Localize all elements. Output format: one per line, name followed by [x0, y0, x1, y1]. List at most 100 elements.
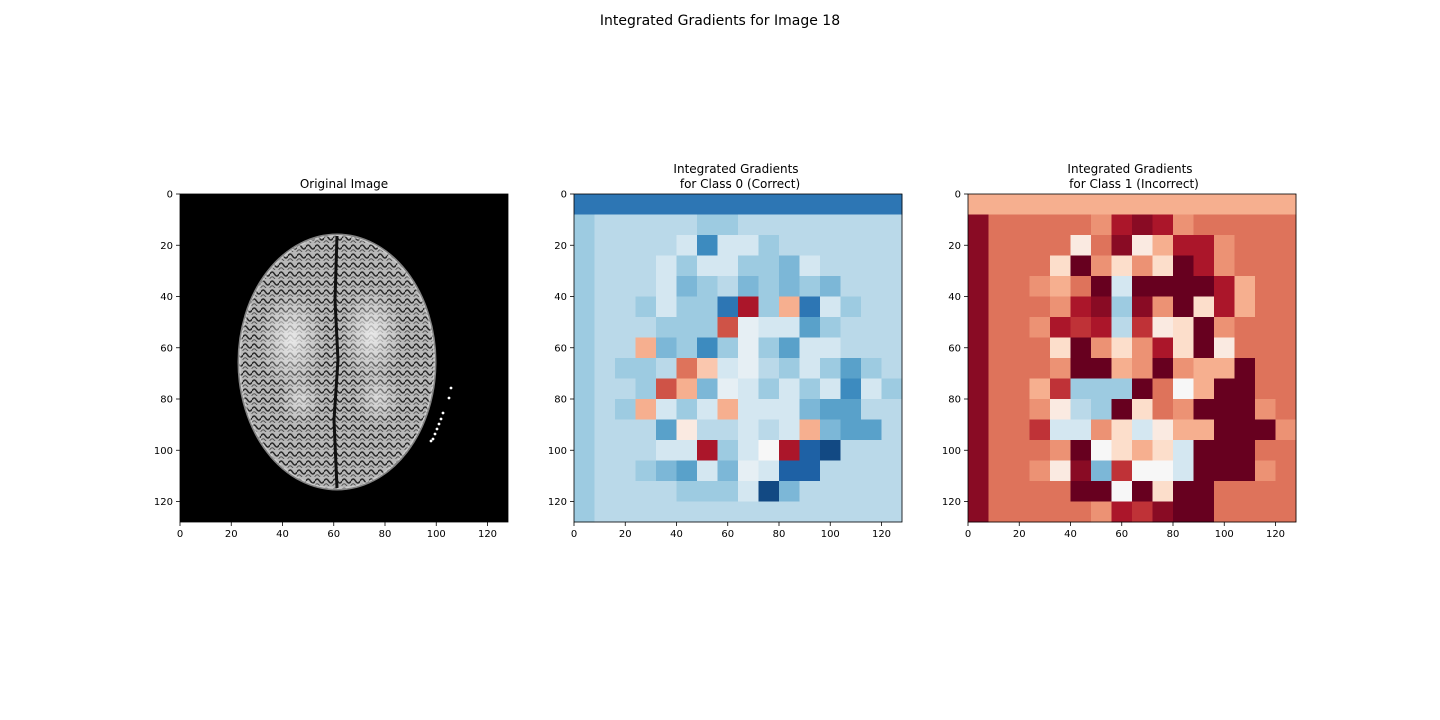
heatmap-cell: [1214, 419, 1235, 441]
heatmap-cell: [1132, 399, 1153, 420]
x-tick-label: 60: [721, 529, 734, 540]
heatmap-cell: [1009, 337, 1030, 359]
heatmap-cell: [635, 317, 657, 338]
heatmap-cell: [717, 276, 739, 297]
heatmap-cell: [656, 296, 677, 318]
heatmap-cell: [615, 235, 636, 256]
heatmap-cell: [717, 440, 739, 461]
heatmap-cell: [799, 296, 821, 318]
x-tick-label: 20: [619, 529, 632, 540]
heatmap-cell: [615, 255, 636, 277]
heatmap-cell: [717, 378, 739, 400]
heatmap-cell: [1132, 419, 1153, 441]
heatmap-cell: [574, 235, 595, 256]
heatmap-cell: [1234, 378, 1256, 400]
heatmap-cell: [697, 419, 718, 441]
panel-class-0: Integrated Gradients for Class 0 (Correc…: [548, 162, 903, 540]
heatmap-cell: [697, 358, 718, 379]
heatmap-cell: [1009, 460, 1030, 482]
heatmap-cell: [615, 481, 636, 502]
heatmap-cell: [820, 214, 841, 236]
heatmap-cell: [635, 276, 657, 297]
heatmap-cell: [656, 481, 677, 502]
heatmap-cell: [615, 337, 636, 359]
heatmap-cell: [615, 378, 636, 400]
heatmap-cell: [1111, 481, 1133, 502]
heatmap-cell: [1132, 214, 1153, 236]
y-tick-label: 80: [160, 395, 173, 406]
heatmap-cell: [1050, 440, 1071, 461]
heatmap-cell: [1275, 317, 1297, 338]
heatmap-cell: [1009, 419, 1030, 441]
heatmap-cell: [1009, 501, 1030, 523]
heatmap-cell: [1214, 255, 1235, 277]
heatmap-cell: [574, 460, 595, 482]
heatmap-cell: [1111, 337, 1133, 359]
heatmap-cell: [1111, 296, 1133, 318]
heatmap-cell: [1173, 460, 1194, 482]
heatmap-cell: [758, 481, 780, 502]
axes-frame: [967, 193, 1297, 523]
heatmap-cell: [840, 481, 862, 502]
panel-title-line-1: Integrated Gradients: [1067, 162, 1192, 176]
heatmap-cell: [1009, 378, 1030, 400]
heatmap-cell: [988, 194, 1010, 215]
heatmap-cell: [1255, 358, 1276, 379]
heatmap-cell: [758, 337, 780, 359]
heatmap-cell: [988, 255, 1010, 277]
heatmap-cell: [1234, 419, 1256, 441]
heatmap-cell: [881, 358, 903, 379]
y-tick-label: 60: [160, 343, 173, 354]
heatmap-cell: [615, 399, 636, 420]
panel-title-line-2: for Class 0 (Correct): [680, 177, 800, 191]
heatmap-cell: [574, 481, 595, 502]
heatmap-cell: [1214, 481, 1235, 502]
heatmap-cell: [799, 419, 821, 441]
heatmap-cell: [574, 276, 595, 297]
heatmap-cell: [717, 235, 739, 256]
heatmap-cell: [1152, 235, 1174, 256]
heatmap-cell: [676, 235, 698, 256]
heatmap-cell: [676, 317, 698, 338]
heatmap-cell: [717, 337, 739, 359]
heatmap-cell: [1255, 194, 1276, 215]
heatmap-cell: [861, 481, 882, 502]
heatmap-cell: [717, 296, 739, 318]
heatmap-cell: [840, 399, 862, 420]
heatmap-cell: [1255, 440, 1276, 461]
heatmap-cell: [820, 501, 841, 523]
heatmap-cell: [1234, 296, 1256, 318]
heatmap-cell: [881, 337, 903, 359]
heatmap-cell: [799, 214, 821, 236]
heatmap-cell: [1214, 235, 1235, 256]
heatmap-cell: [1214, 337, 1235, 359]
x-tick-label: 80: [773, 529, 786, 540]
heatmap-cell: [1009, 317, 1030, 338]
heatmap-cell: [1091, 481, 1112, 502]
heatmap-cell: [738, 317, 759, 338]
heatmap-cell: [1050, 255, 1071, 277]
heatmap-cell: [594, 481, 616, 502]
heatmap-cell: [1132, 317, 1153, 338]
heatmap-cell: [594, 235, 616, 256]
heatmap-cell: [1091, 358, 1112, 379]
heatmap-cell: [988, 399, 1010, 420]
heatmap-cell: [738, 337, 759, 359]
heatmap-cell: [1029, 419, 1051, 441]
heatmap-cell: [697, 194, 718, 215]
heatmap-cell: [717, 419, 739, 441]
heatmap-cell: [717, 399, 739, 420]
heatmap-cell: [676, 296, 698, 318]
heatmap-cell: [1214, 358, 1235, 379]
heatmap-cell: [988, 440, 1010, 461]
heatmap-cell: [988, 337, 1010, 359]
heatmap-cell: [1255, 460, 1276, 482]
heatmap-cell: [717, 358, 739, 379]
heatmap-cell: [968, 296, 989, 318]
heatmap-cell: [1070, 337, 1092, 359]
heatmap-cell: [574, 378, 595, 400]
heatmap-cell: [1234, 235, 1256, 256]
heatmap-cell: [1234, 194, 1256, 215]
heatmap-cell: [1234, 317, 1256, 338]
heatmap-cell: [861, 296, 882, 318]
